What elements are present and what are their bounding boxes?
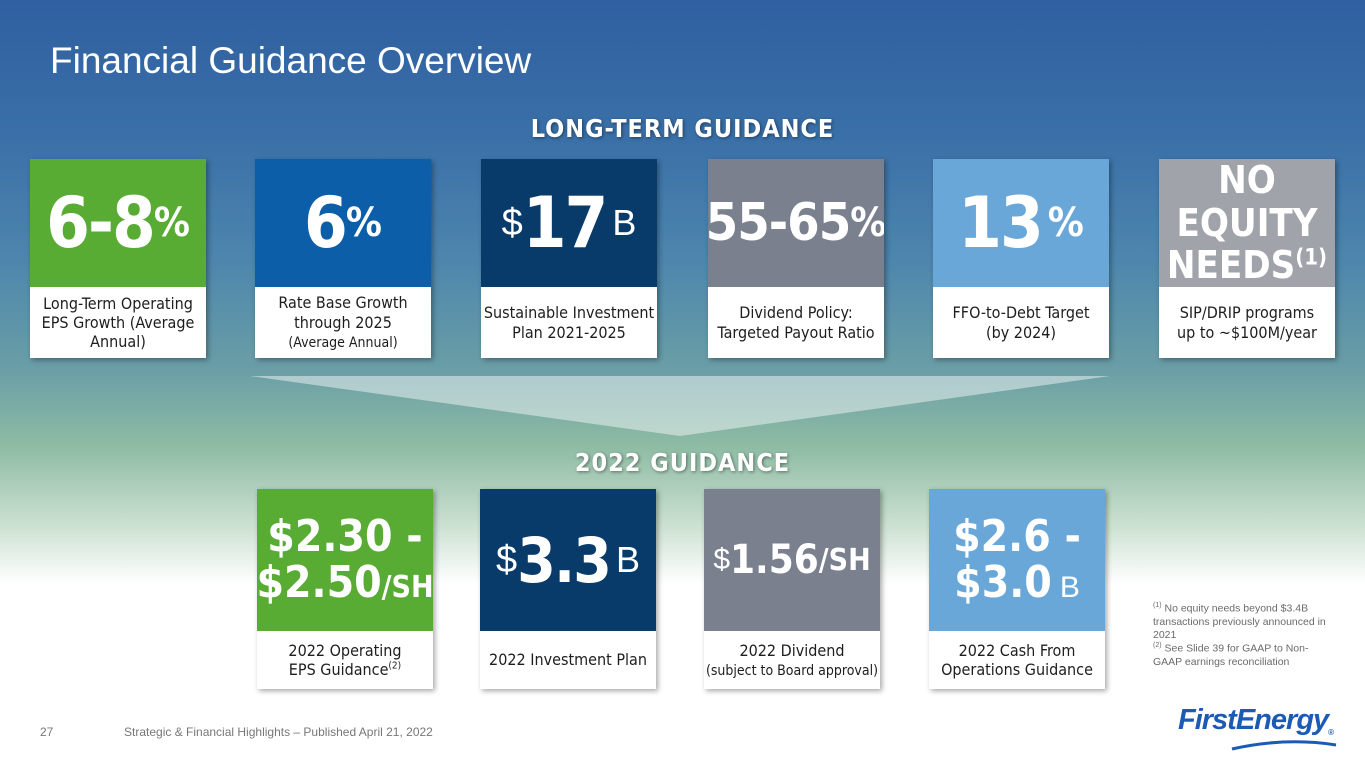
page-title: Financial Guidance Overview [50,40,532,81]
eps-guidance-suffix: /SH [381,570,433,605]
card-2022-dividend: $1.56/SH 2022 Dividend (subject to Board … [704,489,880,689]
funnel-arrow [250,376,1110,436]
eps-guidance-label-b: EPS Guidance [288,660,389,679]
eps-growth-label-b: EPS Growth (Average Annual) [41,312,195,352]
no-equity-line1: NO EQUITY [1176,159,1318,245]
investment-2022-prefix: $ [496,538,518,581]
dividend-2022-label-b: (subject to Board approval) [705,662,879,679]
card-eps-growth: 6-8% Long-Term Operating EPS Growth (Aver… [30,159,206,358]
no-equity-footnote-mark: (1) [1295,245,1328,271]
card-ffo-to-debt: 13% FFO-to-Debt Target (by 2024) [933,159,1109,358]
rate-base-label-a: Rate Base Growth [278,293,408,313]
eps-guidance-footnote-mark: (2) [388,660,402,672]
no-equity-label-b: up to ~$100M/year [1177,322,1317,342]
card-2022-eps-guidance: $2.30 - $2.50/SH 2022 Operating EPS Guida… [257,489,433,689]
cfo-label-a: 2022 Cash From [958,640,1076,660]
investment-label-b: Plan 2021-2025 [512,322,626,342]
rate-base-value: 6 [304,182,348,264]
footnote-2: (2) See Slide 39 for GAAP to Non-GAAP ea… [1153,642,1333,669]
card-no-equity-needs: NO EQUITY NEEDS(1) SIP/DRIP programs up t… [1159,159,1335,358]
investment-2022-value: 3.3 [517,523,612,597]
page-number: 27 [40,725,54,739]
rate-base-label-b: through 2025 [294,312,392,332]
card-dividend-policy: 55-65% Dividend Policy: Targeted Payout R… [708,159,884,358]
dividend-2022-prefix: $ [713,543,730,576]
dividend-policy-suffix: % [850,200,884,246]
no-equity-label-a: SIP/DRIP programs [1179,303,1315,323]
cfo-label-b: Operations Guidance [941,660,1093,679]
footnote-1-mark: (1) [1153,602,1162,609]
logo-wordmark: FirstEnergy [1178,704,1329,736]
ffo-label-b: (by 2024) [985,322,1057,342]
investment-label-a: Sustainable Investment [483,303,655,323]
footnote-2-mark: (2) [1153,641,1162,649]
eps-guidance-label-a: 2022 Operating [288,640,402,660]
cfo-line2: $3.0 [954,557,1052,608]
card-2022-investment-plan: $3.3 B 2022 Investment Plan [480,489,656,689]
dividend-2022-label-a: 2022 Dividend [739,640,845,660]
investment-suffix: B [612,202,637,243]
cfo-line1: $2.6 - [953,510,1081,562]
logo-swoosh-icon [1231,740,1337,751]
investment-value: 17 [522,182,609,264]
no-equity-line2: NEEDS [1166,243,1296,287]
ffo-label-a: FFO-to-Debt Target [952,303,1090,323]
footnote-1-text: No equity needs beyond $3.4B transaction… [1153,602,1326,641]
footnotes: (1) No equity needs beyond $3.4B transac… [1153,602,1333,669]
card-sustainable-investment: $17 B Sustainable Investment Plan 2021-202… [481,159,657,358]
dividend-2022-value: 1.56 [730,537,819,583]
ffo-suffix: % [1047,200,1084,246]
guidance-2022-heading: 2022 GUIDANCE [574,448,791,477]
firstenergy-logo: FirstEnergy® [1178,704,1334,737]
dividend-policy-value: 55-65 [708,193,851,253]
cfo-suffix: B [1059,571,1080,604]
eps-growth-value: 6-8 [46,182,156,264]
footnote-1: (1) No equity needs beyond $3.4B transac… [1153,602,1333,642]
dividend-2022-suffix: /SH [818,542,871,578]
eps-growth-suffix: % [153,200,190,246]
eps-guidance-line2: $2.50 [257,557,382,608]
card-2022-cash-from-operations: $2.6 - $3.0 B 2022 Cash From Operations Gu… [929,489,1105,689]
investment-2022-suffix: B [615,539,640,580]
rate-base-suffix: % [345,200,382,246]
long-term-guidance-heading: LONG-TERM GUIDANCE [530,114,835,143]
eps-growth-label-a: Long-Term Operating [43,293,193,313]
eps-guidance-line1: $2.30 - [267,510,423,562]
card-rate-base-growth: 6% Rate Base Growth through 2025 (Average … [255,159,431,358]
investment-prefix: $ [501,201,523,244]
footer-caption: Strategic & Financial Highlights – Publi… [124,725,433,739]
dividend-policy-label-b: Targeted Payout Ratio [717,322,875,342]
dividend-policy-label-a: Dividend Policy: [739,303,853,323]
investment-2022-label: 2022 Investment Plan [489,650,647,670]
logo-registered-mark: ® [1328,728,1334,737]
ffo-value: 13 [958,182,1044,264]
rate-base-label-c: (Average Annual) [288,334,398,351]
footnote-2-text: See Slide 39 for GAAP to Non-GAAP earnin… [1153,642,1309,668]
